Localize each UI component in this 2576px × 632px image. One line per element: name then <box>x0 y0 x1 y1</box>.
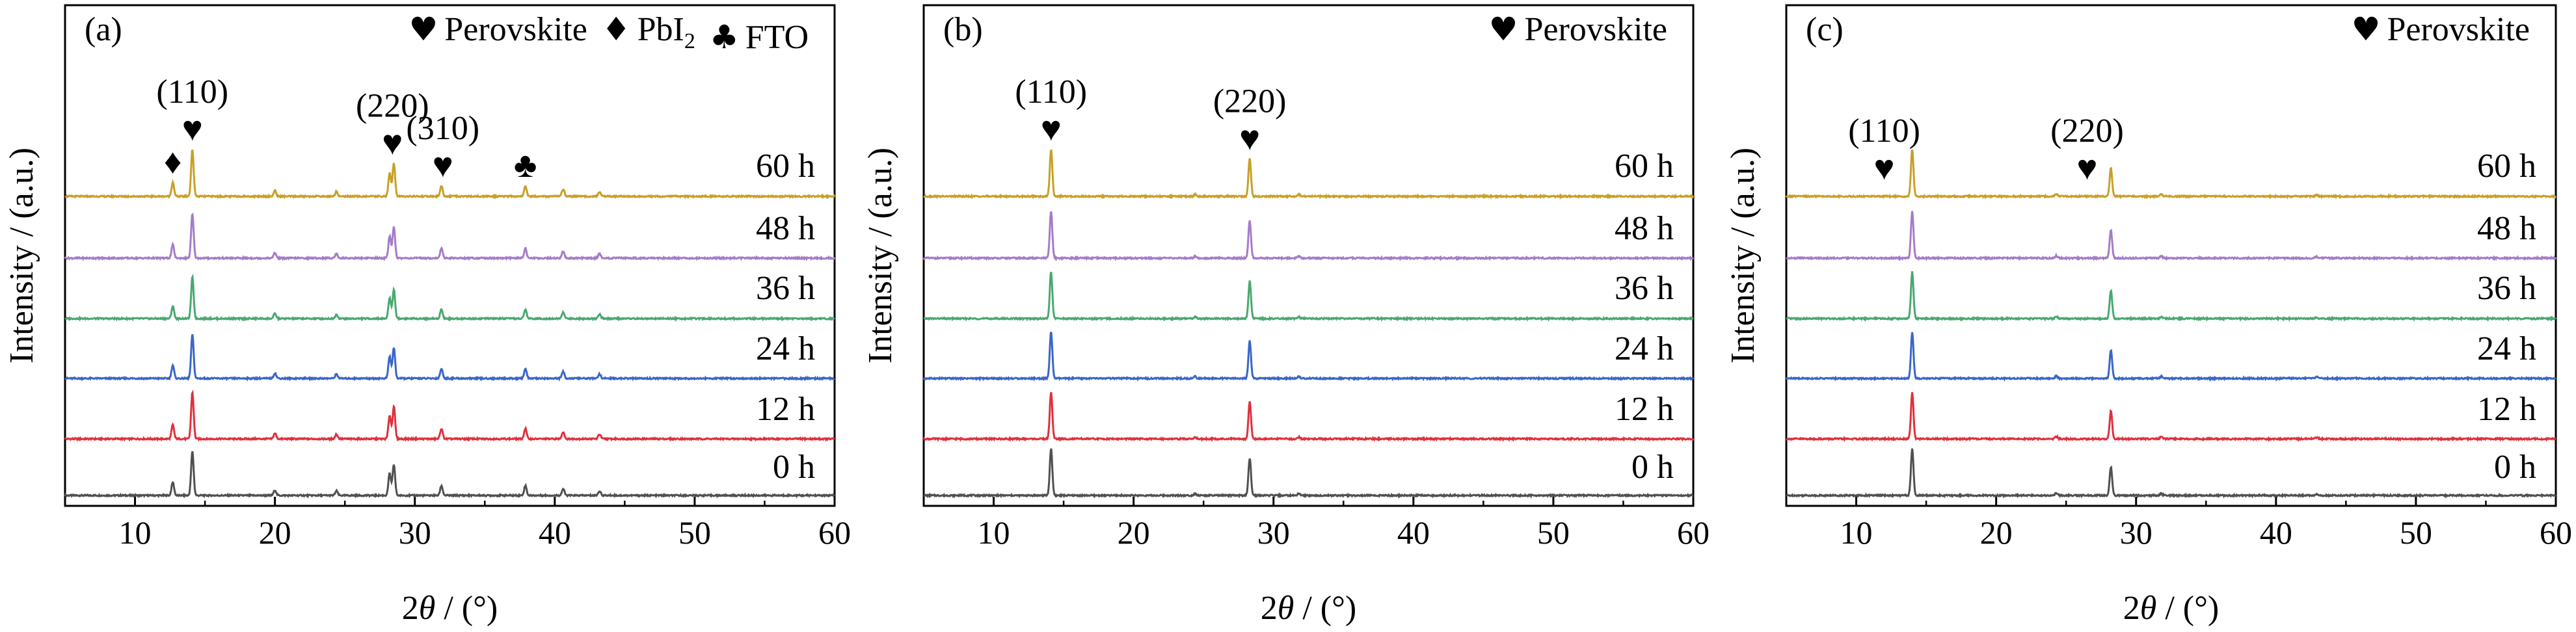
series-line-48h <box>922 211 1695 261</box>
series-label: 48 h <box>756 210 815 247</box>
panel-label: (a) <box>85 11 122 48</box>
series-line-60h <box>923 149 1695 200</box>
x-tick-label: 40 <box>1397 514 1430 551</box>
y-axis-label: Intensity / (a.u.) <box>862 148 899 363</box>
peak-marker-glyph: ♣ <box>514 146 537 185</box>
series-line-48h <box>1786 211 2557 261</box>
series-label: 36 h <box>756 270 815 307</box>
series-line-12h <box>922 391 1695 442</box>
peak-marker-glyph: ♥ <box>1874 148 1895 187</box>
legend-entry: FTO <box>745 19 809 56</box>
series-label: 48 h <box>2477 210 2536 247</box>
x-tick-label: 10 <box>119 514 152 551</box>
peak-index-label: (220) <box>356 88 429 125</box>
legend-entry: Perovskite <box>1524 11 1667 48</box>
series-line-60h <box>1785 149 2557 200</box>
plot-frame <box>922 4 1695 507</box>
plot-frame <box>64 4 836 507</box>
legend: ♥ Perovskite ♦ PbI2 ♣ FTO <box>409 10 809 56</box>
peak-marker-glyph: ♥ <box>433 146 453 185</box>
legend: ♥ Perovskite <box>2352 10 2530 48</box>
peak-marker-glyph: ♥ <box>1041 109 1062 148</box>
plot-frame <box>1785 4 2557 507</box>
panel-c: 10 20 30 40 50 60 2θ / (°) Intensity / (a.u.) (c… <box>1724 4 2572 627</box>
peak-marker-glyph: ♦ <box>164 142 182 181</box>
x-axis-label: 2θ / (°) <box>2123 590 2219 627</box>
series-label: 0 h <box>1631 449 1674 486</box>
x-axis-label: 2θ / (°) <box>1261 590 1356 627</box>
y-axis-label: Intensity / (a.u.) <box>1724 148 1762 363</box>
x-tick-label: 10 <box>978 514 1010 551</box>
series-line-24h <box>64 334 835 382</box>
series-label: 36 h <box>2477 270 2536 307</box>
peak-marker-glyph: ♥ <box>1239 118 1260 157</box>
peak-marker-glyph: ♥ <box>182 109 203 148</box>
series-label: 24 h <box>756 330 815 367</box>
x-tick-label: 10 <box>1840 514 1873 551</box>
x-axis-label: 2θ / (°) <box>402 590 498 627</box>
series-line-0h <box>64 451 835 499</box>
series-line-0h <box>923 448 1694 499</box>
x-tick-label: 60 <box>818 514 851 551</box>
legend-glyph: ♣ <box>710 18 739 56</box>
series-line-48h <box>64 212 836 261</box>
x-tick-label: 20 <box>259 514 291 551</box>
x-tick-label: 30 <box>2120 514 2153 551</box>
peak-marker-glyph: ♥ <box>2076 148 2097 187</box>
legend-entry: PbI <box>637 11 684 48</box>
legend-glyph: ♥ <box>2352 10 2381 48</box>
x-tick-label: 30 <box>399 514 431 551</box>
legend-entry: Perovskite <box>444 11 587 48</box>
peak-index-label: (310) <box>406 110 479 147</box>
series-label: 60 h <box>1615 148 1674 185</box>
series-line-24h <box>1785 332 2557 382</box>
x-tick-label: 50 <box>2400 514 2432 551</box>
series-line-0h <box>1786 448 2556 499</box>
series-line-36h <box>923 271 1694 322</box>
x-tick-label: 50 <box>1537 514 1570 551</box>
peak-index-label: (110) <box>1015 73 1087 111</box>
series-line-12h <box>1785 392 2556 442</box>
x-tick-label: 30 <box>1257 514 1290 551</box>
panel-a: 10 20 30 40 50 60 2θ / (°) Intensity / (a.u.) (a… <box>3 4 851 627</box>
peak-index-label: (220) <box>1213 83 1287 120</box>
series-line-12h <box>64 389 835 442</box>
legend-glyph: ♥ <box>409 10 438 48</box>
series-line-60h <box>64 150 836 200</box>
x-tick-label: 40 <box>539 514 571 551</box>
series-label: 0 h <box>773 449 815 486</box>
x-tick-label: 60 <box>1677 514 1710 551</box>
peak-index-label: (220) <box>2050 112 2124 150</box>
x-tick-label: 20 <box>1980 514 2013 551</box>
x-tick-label: 50 <box>678 514 711 551</box>
series-label: 48 h <box>1615 210 1674 247</box>
x-tick-label: 60 <box>2540 514 2572 551</box>
x-tick-label: 40 <box>2260 514 2292 551</box>
panel-label: (b) <box>943 11 983 48</box>
series-line-36h <box>1786 271 2557 323</box>
series-line-24h <box>922 332 1695 382</box>
series-label: 24 h <box>2477 330 2536 367</box>
y-axis-label: Intensity / (a.u.) <box>3 148 40 363</box>
panel-b: 10 20 30 40 50 60 2θ / (°) Intensity / (a.u.) (b… <box>862 4 1710 627</box>
series-line-36h <box>64 273 835 323</box>
peak-marker-glyph: ♥ <box>382 124 403 163</box>
series-label: 0 h <box>2494 449 2536 486</box>
peak-index-label: (110) <box>156 73 228 111</box>
x-tick-label: 20 <box>1118 514 1150 551</box>
legend: ♥ Perovskite <box>1489 10 1667 48</box>
peak-index-label: (110) <box>1848 112 1920 150</box>
legend-glyph: ♥ <box>1489 10 1518 48</box>
legend-entry: Perovskite <box>2387 11 2530 48</box>
series-label: 12 h <box>1615 391 1674 428</box>
series-label: 36 h <box>1615 270 1674 307</box>
series-label: 12 h <box>756 391 815 428</box>
series-label: 60 h <box>756 148 815 185</box>
series-label: 12 h <box>2477 391 2536 428</box>
panel-label: (c) <box>1806 11 1844 48</box>
series-label: 60 h <box>2477 148 2536 185</box>
legend-glyph: ♦ <box>602 10 631 48</box>
series-label: 24 h <box>1615 330 1674 367</box>
